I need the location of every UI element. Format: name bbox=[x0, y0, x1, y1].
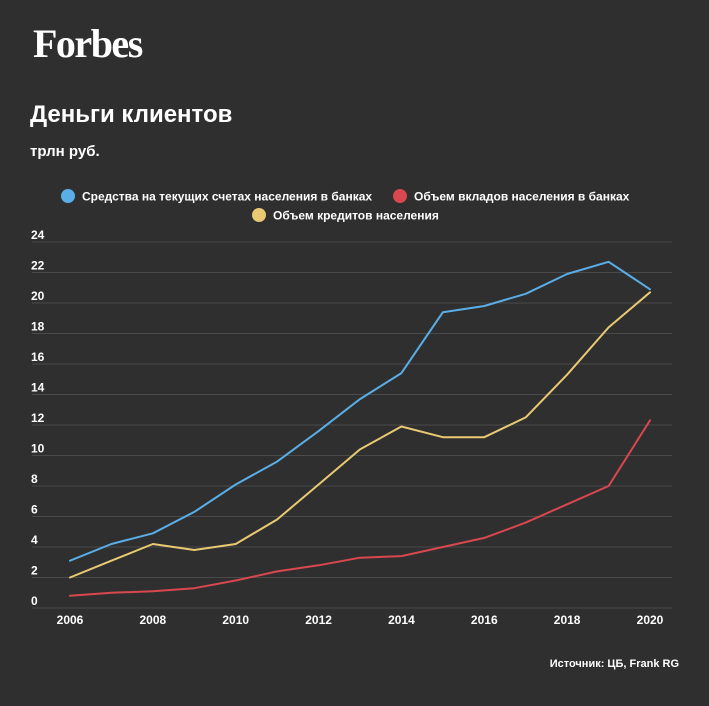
legend-label-0: Средства на текущих счетах населения в б… bbox=[82, 190, 372, 204]
y-tick-label-6: 6 bbox=[31, 503, 38, 517]
grid bbox=[32, 241, 672, 609]
x-tick-label-2006: 2006 bbox=[57, 613, 84, 627]
x-tick-label-2010: 2010 bbox=[222, 613, 249, 627]
x-tick-label-2008: 2008 bbox=[140, 613, 167, 627]
x-tick-label-2014: 2014 bbox=[388, 613, 415, 627]
legend: Средства на текущих счетах населения в б… bbox=[61, 189, 630, 223]
y-tick-label-24: 24 bbox=[31, 228, 45, 242]
y-tick-label-10: 10 bbox=[31, 442, 45, 456]
legend-marker-2 bbox=[252, 208, 266, 222]
x-tick-label-2018: 2018 bbox=[554, 613, 581, 627]
y-tick-label-14: 14 bbox=[31, 381, 45, 395]
y-tick-label-8: 8 bbox=[31, 472, 38, 486]
x-tick-label-2016: 2016 bbox=[471, 613, 498, 627]
y-tick-label-2: 2 bbox=[31, 564, 38, 578]
series-line-2 bbox=[69, 291, 651, 579]
legend-label-2: Объем кредитов населения bbox=[273, 209, 439, 223]
series-lines bbox=[69, 260, 651, 597]
legend-label-1: Объем вкладов населения в банках bbox=[414, 190, 630, 204]
series-line-0 bbox=[69, 260, 651, 562]
y-tick-label-18: 18 bbox=[31, 320, 45, 334]
y-tick-label-16: 16 bbox=[31, 350, 45, 364]
legend-marker-0 bbox=[61, 189, 75, 203]
x-tick-label-2020: 2020 bbox=[637, 613, 664, 627]
y-tick-label-22: 22 bbox=[31, 259, 45, 273]
forbes-logo: Forbes bbox=[33, 21, 143, 66]
y-tick-label-12: 12 bbox=[31, 411, 45, 425]
legend-marker-1 bbox=[393, 189, 407, 203]
y-tick-label-0: 0 bbox=[31, 594, 38, 608]
chart-title: Деньги клиентов bbox=[30, 101, 233, 128]
x-tick-label-2012: 2012 bbox=[305, 613, 332, 627]
series-line-1 bbox=[69, 419, 651, 597]
source-note: Источник: ЦБ, Frank RG bbox=[549, 658, 679, 670]
y-tick-label-4: 4 bbox=[31, 533, 38, 547]
chart-subtitle: трлн руб. bbox=[30, 143, 100, 160]
x-axis: 2006 2008 2010 2012 2014 2016 2018 2020 bbox=[57, 613, 664, 627]
y-tick-label-20: 20 bbox=[31, 289, 45, 303]
